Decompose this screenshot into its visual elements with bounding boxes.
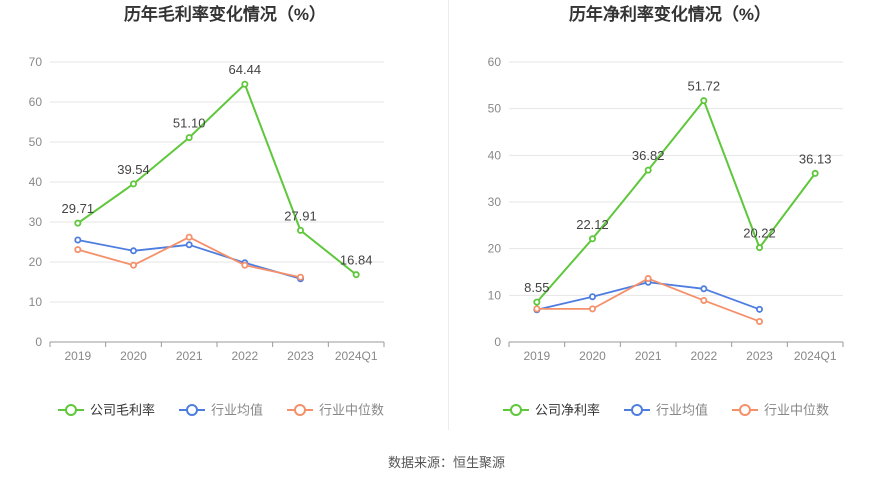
source-note: 数据来源：恒生聚源 (387, 455, 505, 470)
legend-label: 行业均值 (211, 403, 263, 418)
y-tick-label: 40 (29, 175, 43, 189)
series-line (536, 281, 760, 311)
data-point (533, 298, 541, 306)
x-tick-label: 2024Q1 (335, 349, 378, 363)
x-tick-label: 2019 (64, 349, 91, 363)
data-point (644, 166, 652, 174)
y-tick-label: 0 (494, 335, 501, 349)
y-tick-label: 50 (29, 135, 43, 149)
data-point (185, 233, 193, 241)
data-point (811, 169, 819, 177)
data-label: 20.22 (743, 226, 776, 241)
y-tick-label: 30 (29, 215, 43, 229)
data-point (700, 296, 708, 304)
x-tick-label: 2024Q1 (794, 349, 837, 363)
data-label: 27.91 (284, 208, 317, 223)
data-point (700, 97, 708, 105)
y-tick-label: 20 (29, 255, 43, 269)
data-point (296, 273, 304, 281)
x-tick-label: 2020 (579, 349, 606, 363)
y-tick-label: 10 (29, 295, 43, 309)
data-point (644, 275, 652, 283)
data-label: 16.84 (340, 253, 373, 268)
data-point (241, 261, 249, 269)
data-point (74, 219, 82, 227)
series-line (536, 99, 816, 303)
series-line (77, 83, 357, 276)
y-tick-label: 20 (488, 242, 502, 256)
data-point (129, 261, 137, 269)
data-label: 64.44 (229, 62, 262, 77)
data-point (755, 305, 763, 313)
data-point (588, 235, 596, 243)
data-point (588, 305, 596, 313)
y-tick-label: 60 (29, 95, 43, 109)
data-point (241, 80, 249, 88)
data-point (129, 180, 137, 188)
legend-label: 公司净利率 (535, 403, 600, 418)
chart-left: 历年毛利率变化情况（%） 0 10 20 30 40 50 60 70 2019 2020 2021 2… (29, 4, 385, 418)
x-tick-label: 2021 (635, 349, 662, 363)
legend-label: 行业均值 (656, 403, 708, 418)
x-tick-label: 2022 (690, 349, 717, 363)
y-tick-label: 60 (488, 55, 502, 69)
legend-label: 行业中位数 (319, 403, 384, 418)
data-point (129, 247, 137, 255)
data-label: 8.55 (524, 280, 549, 295)
legend-marker (510, 404, 522, 416)
data-point (74, 246, 82, 254)
chart-title: 历年毛利率变化情况（%） (124, 4, 326, 24)
legend-marker (631, 404, 643, 416)
x-tick-label: 2023 (746, 349, 773, 363)
x-tick-label: 2019 (523, 349, 550, 363)
data-label: 22.12 (576, 217, 609, 232)
data-point (755, 317, 763, 325)
x-tick-label: 2020 (120, 349, 147, 363)
chart-right: 历年净利率变化情况（%） 0 10 20 30 40 50 60 2019 2020 2021 202… (488, 4, 844, 418)
data-label: 36.13 (799, 151, 832, 166)
data-label: 51.10 (173, 116, 206, 131)
data-label: 51.72 (688, 79, 721, 94)
x-tick-label: 2022 (231, 349, 258, 363)
data-point (74, 236, 82, 244)
panel-divider (448, 0, 449, 430)
x-tick-label: 2021 (176, 349, 203, 363)
y-tick-label: 50 (488, 102, 502, 116)
data-point (185, 241, 193, 249)
legend-label: 公司毛利率 (90, 403, 155, 418)
data-point (755, 244, 763, 252)
data-point (588, 293, 596, 301)
data-point (352, 271, 360, 279)
legend-marker (186, 404, 198, 416)
data-label: 36.82 (632, 148, 665, 163)
y-tick-label: 40 (488, 148, 502, 162)
data-label: 39.54 (117, 162, 150, 177)
data-point (533, 305, 541, 313)
y-tick-label: 0 (35, 335, 42, 349)
legend-marker (65, 404, 77, 416)
chart-title: 历年净利率变化情况（%） (569, 4, 771, 24)
legend-marker (739, 404, 751, 416)
legend-marker (294, 404, 306, 416)
y-tick-label: 10 (488, 288, 502, 302)
data-point (296, 226, 304, 234)
y-tick-label: 30 (488, 195, 502, 209)
data-point (700, 285, 708, 293)
x-tick-label: 2023 (287, 349, 314, 363)
y-tick-label: 70 (29, 55, 43, 69)
data-label: 29.71 (62, 201, 95, 216)
data-point (185, 134, 193, 142)
legend-label: 行业中位数 (764, 403, 829, 418)
